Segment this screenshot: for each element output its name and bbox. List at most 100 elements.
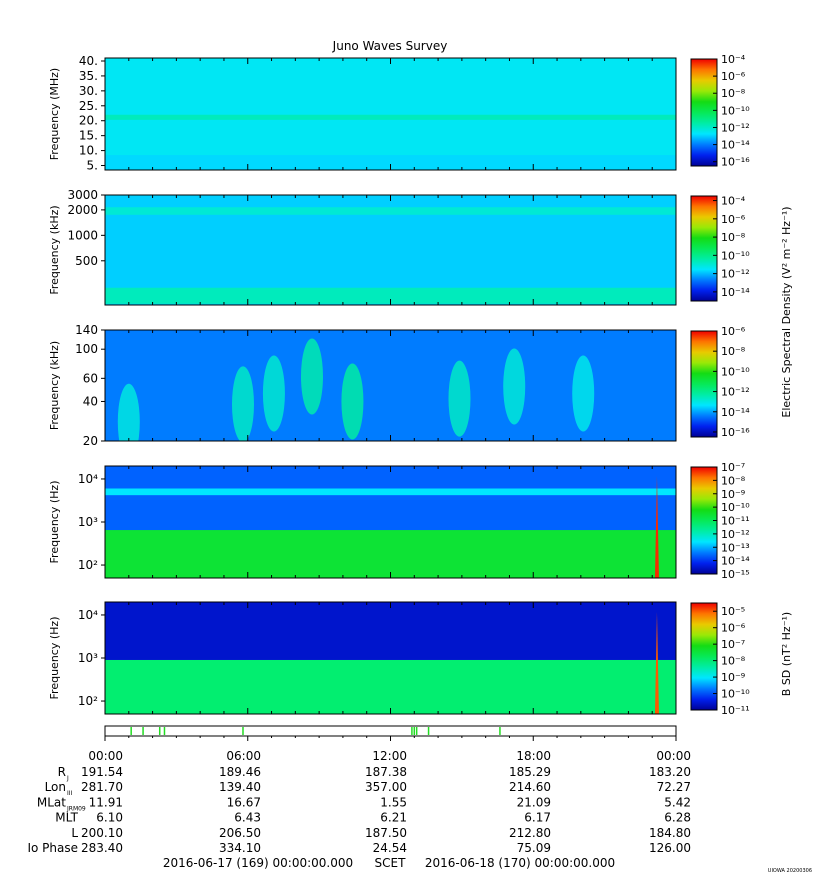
time-label: 18:00 <box>516 749 551 763</box>
figure-title: Juno Waves Survey <box>332 39 448 53</box>
ephemeris-value: 24.54 <box>373 841 407 855</box>
colorbar-tick-label: 10⁻⁶ <box>721 622 746 635</box>
ephemeris-value: 11.91 <box>89 795 123 809</box>
y-tick-label: 500 <box>75 254 98 268</box>
ephemeris-label: Lon <box>45 780 66 794</box>
time-label: 00:00 <box>88 749 123 763</box>
colorbar <box>690 58 718 167</box>
emission-burst <box>262 355 285 432</box>
emission-band <box>105 488 676 496</box>
y-tick-label: 20. <box>79 114 98 128</box>
ephemeris-value: 185.29 <box>509 765 551 779</box>
colorbar <box>690 466 718 575</box>
colorbar-tick-label: 10⁻⁹ <box>721 488 745 501</box>
y-axis-label: Frequency (MHz) <box>48 68 61 160</box>
ephemeris-value: 334.10 <box>219 841 261 855</box>
y-tick-label: 15. <box>79 129 98 143</box>
colorbar-tick-label: 10⁻⁴ <box>721 195 746 208</box>
ephemeris-value: 126.00 <box>649 841 691 855</box>
ephemeris-table: 00:00 06:00 12:00 18:00 00:00 R J 191.54 189.46 1… <box>27 749 691 855</box>
activity-frame <box>104 725 677 737</box>
y-tick-label: 35. <box>79 69 98 83</box>
emission-burst <box>448 360 471 437</box>
ephemeris-value: 5.42 <box>664 795 691 809</box>
emission-band <box>105 530 676 578</box>
colorbar-tick-label: 10⁻¹⁰ <box>721 365 750 378</box>
spectrogram-panels: 5.10.15.20.25.30.35.40. Frequency (MHz) 10… <box>48 53 750 717</box>
colorbar-tick-label: 10⁻⁷ <box>721 461 745 474</box>
y-tick-label: 140 <box>75 323 98 337</box>
colorbar-tick-label: 10⁻¹³ <box>721 541 750 554</box>
y-tick-label: 20 <box>83 434 98 448</box>
scet-label: SCET <box>375 856 407 870</box>
colorbar <box>690 195 718 302</box>
y-tick-label: 10² <box>78 694 98 708</box>
activity-strip <box>104 725 677 741</box>
colorbar-tick-label: 10⁻⁸ <box>721 655 746 668</box>
panel-waveform-E: 10² 10³ 10⁴ Frequency (Hz) 10⁻⁷10⁻⁸10⁻⁹10⁻¹⁰… <box>48 461 750 581</box>
ephemeris-value: 200.10 <box>81 826 123 840</box>
colorbar-tick-label: 10⁻¹⁴ <box>721 286 750 299</box>
colorbar-tick-label: 10⁻⁶ <box>721 70 746 83</box>
footer: 2016-06-17 (169) 00:00:00.000 SCET 2016-… <box>163 856 615 870</box>
panel-high-frequency: 5.10.15.20.25.30.35.40. Frequency (MHz) 10… <box>48 53 750 173</box>
ephemeris-value: 191.54 <box>81 765 123 779</box>
colorbar-tick-label: 10⁻¹² <box>721 528 750 541</box>
ephemeris-label: L <box>71 826 78 840</box>
ephemeris-label-subscript: JRM09 <box>66 805 86 812</box>
colorbar-tick-label: 10⁻⁵ <box>721 605 745 618</box>
colorbar-tick-label: 10⁻¹⁰ <box>721 249 750 262</box>
ephemeris-value: 189.46 <box>219 765 261 779</box>
impulsive-event <box>654 612 659 714</box>
colorbar-tick-label: 10⁻⁶ <box>721 213 746 226</box>
ephemeris-label-subscript: III <box>67 790 73 797</box>
ephemeris-value: 184.80 <box>649 826 691 840</box>
time-label: 06:00 <box>226 749 261 763</box>
y-tick-label: 40 <box>83 394 98 408</box>
ephemeris-value: 183.20 <box>649 765 691 779</box>
impulsive-event <box>654 476 659 578</box>
y-tick-label: 2000 <box>67 203 98 217</box>
ephemeris-value: 6.43 <box>234 811 261 825</box>
corner-stamp: UIOWA 20200306 <box>768 868 812 874</box>
y-tick-label: 10⁴ <box>78 472 98 486</box>
y-tick-label: 30. <box>79 84 98 98</box>
ephemeris-label-subscript: J <box>66 775 69 782</box>
y-tick-label: 3000 <box>67 188 98 202</box>
colorbar-tick-label: 10⁻⁸ <box>721 474 746 487</box>
panel-waveform-B: 10² 10³ 10⁴ Frequency (Hz) 10⁻⁵ 10⁻⁶ 10⁻⁷ 10⁻⁸ 1… <box>48 601 750 717</box>
ephemeris-value: 206.50 <box>219 826 261 840</box>
y-tick-label: 10³ <box>78 515 98 529</box>
colorbar <box>690 330 718 438</box>
magnetic-density-label: B SD (nT² Hz⁻¹) <box>780 612 793 696</box>
ephemeris-value: 357.00 <box>365 780 407 794</box>
y-tick-label: 5. <box>87 159 98 173</box>
emission-band <box>105 114 676 120</box>
colorbar-tick-label: 10⁻¹² <box>721 121 750 134</box>
start-time-label: 2016-06-17 (169) 00:00:00.000 <box>163 856 353 870</box>
emission-burst <box>572 355 595 432</box>
y-tick-label: 10. <box>79 144 98 158</box>
y-axis-label: Frequency (Hz) <box>48 481 61 564</box>
time-label: 12:00 <box>372 749 407 763</box>
ephemeris-value: 72.27 <box>657 780 691 794</box>
ephemeris-value: 6.28 <box>664 811 691 825</box>
ephemeris-label: MLT <box>55 811 78 825</box>
ephemeris-value: 212.80 <box>509 826 551 840</box>
colorbar-tick-label: 10⁻¹² <box>721 386 750 399</box>
colorbar-tick-label: 10⁻¹⁰ <box>721 104 750 117</box>
y-axis-label: Frequency (kHz) <box>48 205 61 294</box>
colorbar-tick-label: 10⁻¹⁰ <box>721 501 750 514</box>
y-tick-label: 60 <box>83 371 98 385</box>
emission-burst <box>503 348 526 425</box>
ephemeris-value: 1.55 <box>380 795 407 809</box>
ephemeris-value: 214.60 <box>509 780 551 794</box>
emission-burst <box>341 363 364 440</box>
y-tick-label: 10² <box>78 558 98 572</box>
time-label: 00:00 <box>656 749 691 763</box>
ephemeris-label: R <box>58 765 66 779</box>
panel-low-frequency: 20 40 60 100 140 Frequency (kHz) 10⁻⁶ 10⁻⁸ 10⁻¹⁰… <box>48 323 750 448</box>
ephemeris-value: 281.70 <box>81 780 123 794</box>
emission-band <box>105 659 676 714</box>
